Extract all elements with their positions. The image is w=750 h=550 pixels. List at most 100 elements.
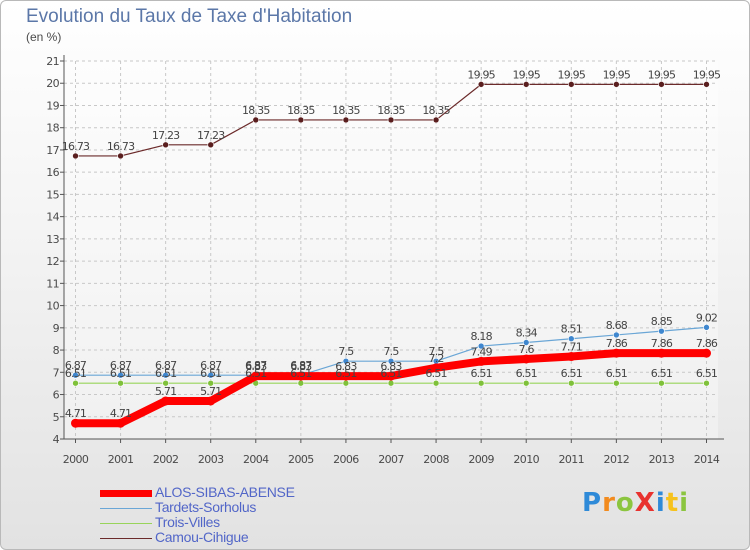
data-point [207,371,215,379]
data-label: 6.87 [65,359,87,372]
data-label: 6.51 [380,367,401,380]
data-point [72,379,79,387]
data-point [522,81,530,88]
data-label: 8.34 [516,326,538,339]
data-label: 6.51 [335,367,356,380]
data-point [521,354,531,364]
legend-swatch [100,508,152,509]
data-label: 6.51 [110,367,131,380]
data-label: 6.51 [516,367,537,380]
data-label: 8.68 [606,319,628,332]
legend-label: Tardets-Sorholus [155,499,257,515]
x-tick-label: 2009 [468,453,494,466]
data-point [297,379,305,387]
data-point [387,116,395,124]
x-tick-label: 2011 [558,453,584,466]
data-point [387,379,395,387]
y-tick-label: 9 [53,322,60,335]
data-point [522,379,530,387]
legend-label: ALOS-SIBAS-ABENSE [155,484,295,500]
data-point [613,331,620,339]
data-label: 16.73 [107,140,135,153]
data-label: 7.2 [429,352,444,365]
data-point [342,379,350,387]
data-point [567,81,575,88]
data-point [117,371,124,379]
data-point [656,348,666,358]
data-point [567,335,575,343]
data-point [477,81,485,88]
x-tick-label: 2007 [378,453,404,466]
data-label: 6.51 [561,367,582,380]
data-label: 7.5 [383,345,399,358]
data-label: 6.83 [245,360,267,373]
data-label: 6.87 [290,359,312,372]
y-tick-label: 13 [46,233,59,246]
data-label: 6.51 [155,367,176,380]
data-label: 7.5 [338,345,354,358]
data-label: 6.83 [335,360,357,373]
data-label: 6.51 [65,367,86,380]
data-point [567,379,575,387]
data-label: 19.95 [512,68,540,81]
data-label: 19.95 [648,68,676,81]
data-point [611,348,621,358]
data-point [386,371,396,381]
data-label: 7.6 [519,343,535,356]
x-tick-label: 2013 [649,453,675,466]
y-tick-label: 12 [46,255,59,268]
y-tick-label: 19 [46,99,59,112]
data-point [162,141,169,149]
data-point [206,396,216,406]
data-label: 6.51 [696,367,717,380]
x-tick-label: 2005 [288,453,314,466]
data-label: 18.35 [377,104,405,117]
data-point [162,379,169,387]
data-label: 7.86 [651,337,673,350]
data-label: 6.51 [245,367,266,380]
data-point [297,116,305,124]
data-point [476,356,486,366]
data-labels: 6.51 6.51 6.51 6.51 6.51 6.51 6.51 6.51 6.51 6.51… [62,68,722,420]
data-point [431,363,441,373]
data-point [116,418,126,428]
y-tick-label: 18 [46,122,59,135]
y-tick-label: 8 [53,344,60,357]
data-label: 19.95 [467,68,495,81]
data-label: 7.71 [561,341,582,354]
data-point [566,352,576,362]
data-label: 7.86 [696,337,718,350]
data-point [613,379,620,387]
series-lines [71,81,711,428]
chart-title: Evolution du Taux de Taxe d'Habitation [26,6,353,27]
y-tick-label: 15 [46,188,59,201]
data-point [387,357,395,365]
proxiti-logo: ProXiti [582,488,690,518]
data-label: 6.51 [290,367,311,380]
data-point [477,342,485,350]
data-point [117,152,124,160]
y-tick-label: 14 [46,211,59,224]
data-label: 9.02 [696,311,717,324]
data-point [613,81,620,88]
data-point [342,357,350,365]
x-tick-label: 2014 [694,453,720,466]
data-label: 18.35 [332,104,360,117]
data-point [162,371,169,379]
legend-swatch [100,523,152,524]
data-point [477,379,485,387]
data-point [72,371,79,379]
y-tick-label: 6 [53,389,60,402]
y-tick-label: 16 [46,166,59,179]
data-point [703,81,710,88]
x-tick-label: 2002 [153,453,179,466]
data-label: 5.71 [200,385,221,398]
data-label: 6.83 [380,360,402,373]
data-point [342,116,350,124]
data-point [702,348,711,358]
y-tick-label: 7 [53,366,60,379]
data-label: 7.5 [429,345,445,358]
data-label: 6.87 [155,359,177,372]
